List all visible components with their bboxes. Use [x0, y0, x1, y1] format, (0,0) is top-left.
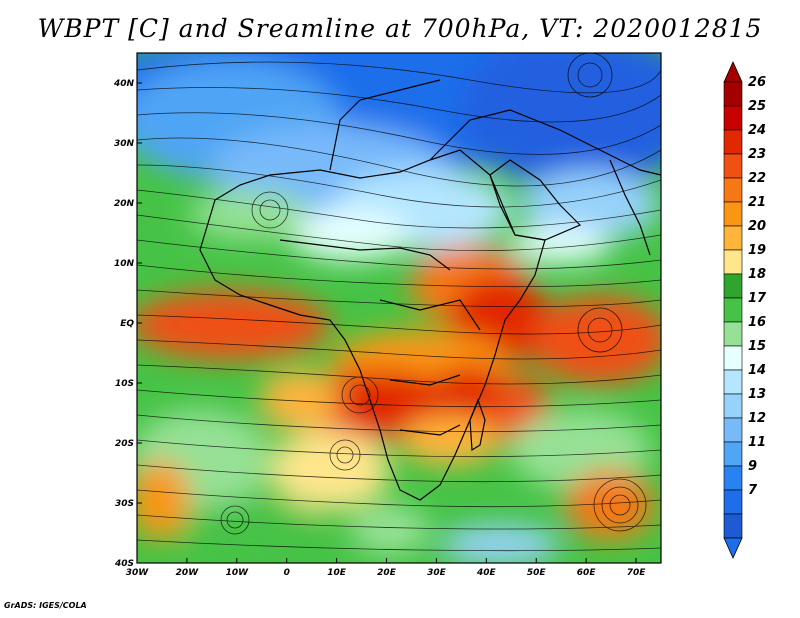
colorbar-swatch — [723, 177, 743, 203]
x-tick-label: 10W — [226, 568, 250, 578]
x-tick-label: 50E — [527, 568, 547, 578]
colorbar-swatch — [723, 513, 743, 539]
colorbar-swatch — [723, 345, 743, 371]
y-tick-label: 40N — [113, 79, 135, 89]
colorbar-swatch — [723, 393, 743, 419]
y-tick-label: 30N — [114, 139, 135, 149]
colorbar-swatch — [723, 105, 743, 131]
colorbar-swatch — [723, 225, 743, 251]
colorbar-swatch — [723, 369, 743, 395]
colorbar-label: 13 — [748, 387, 766, 402]
colorbar-swatch — [723, 417, 743, 443]
x-tick-label: 20W — [176, 568, 200, 578]
colorbar-swatch — [723, 249, 743, 275]
x-tick-label: 0 — [284, 568, 290, 578]
x-axis: 30W 20W 10W 0 10E 20E 30E 40E 50E 60E 70E — [126, 558, 646, 578]
colorbar-swatch — [723, 273, 743, 299]
y-tick-label: 10S — [115, 379, 134, 389]
x-tick-label: 30E — [427, 568, 447, 578]
colorbar-top-arrow — [723, 61, 743, 83]
grads-credit: GrADS: IGES/COLA — [4, 601, 87, 610]
colorbar-label: 18 — [748, 267, 766, 282]
x-tick-label: 10E — [327, 568, 347, 578]
colorbar-label: 17 — [748, 291, 767, 306]
y-tick-label: 20S — [115, 439, 134, 449]
y-tick-label: EQ — [120, 319, 134, 329]
colorbar-label: 15 — [748, 339, 766, 354]
colorbar-label: 12 — [748, 411, 766, 426]
colorbar-swatch — [723, 129, 743, 155]
colorbar-swatch — [723, 441, 743, 467]
colorbar-swatch — [723, 81, 743, 107]
colorbar-label: 26 — [748, 75, 766, 90]
colorbar-swatch — [723, 201, 743, 227]
y-tick-label: 20N — [114, 199, 135, 209]
y-tick-label: 30S — [115, 499, 134, 509]
y-tick-label: 10N — [114, 259, 135, 269]
x-tick-label: 60E — [577, 568, 597, 578]
map-frame — [136, 52, 662, 564]
wbpt-field — [137, 53, 661, 563]
colorbar: 26 25 24 23 22 21 20 19 18 17 16 15 14 13 12 11 9 7 — [723, 61, 767, 559]
x-tick-label: 30W — [126, 568, 150, 578]
colorbar-label: 11 — [748, 435, 766, 450]
coastlines — [199, 79, 661, 501]
colorbar-label: 7 — [748, 483, 758, 498]
x-tick-label: 40E — [476, 568, 497, 578]
colorbar-swatch — [723, 153, 743, 179]
colorbar-label: 23 — [748, 147, 766, 162]
colorbar-swatch — [723, 321, 743, 347]
x-tick-label: 20E — [377, 568, 397, 578]
x-tick-label: 70E — [627, 568, 647, 578]
map-title: WBPT [C] and Sreamline at 700hPa, VT: 20… — [37, 14, 763, 43]
streamlines — [137, 53, 661, 552]
colorbar-label: 25 — [748, 99, 766, 114]
colorbar-swatch — [723, 465, 743, 491]
colorbar-label: 14 — [748, 363, 766, 378]
y-tick-label: 40S — [114, 559, 134, 569]
colorbar-label: 9 — [748, 459, 757, 474]
colorbar-label: 22 — [748, 171, 766, 186]
colorbar-swatch — [723, 489, 743, 515]
colorbar-label: 16 — [748, 315, 766, 330]
colorbar-label: 20 — [748, 219, 766, 234]
colorbar-label: 24 — [748, 123, 766, 138]
colorbar-label: 21 — [748, 195, 766, 210]
colorbar-swatch — [723, 297, 743, 323]
y-axis: 40N 30N 20N 10N EQ 10S 20S 30S 40S — [113, 79, 142, 569]
colorbar-label: 19 — [748, 243, 766, 258]
colorbar-bottom-arrow — [723, 537, 743, 559]
